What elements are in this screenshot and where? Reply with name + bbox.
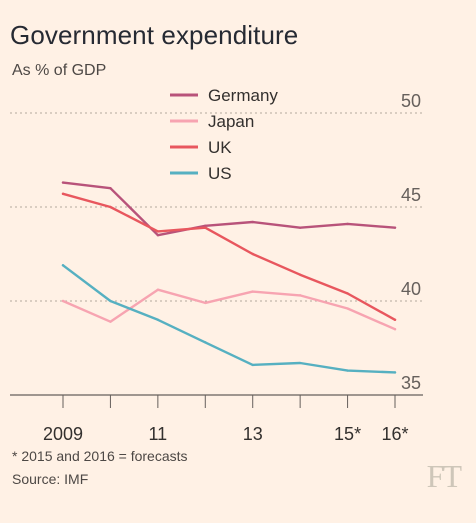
data-point-us-2012	[204, 341, 207, 344]
series-lines	[61, 181, 397, 374]
data-point-uk-2014	[298, 273, 302, 276]
data-point-japan-2016	[393, 328, 397, 331]
legend-label-japan: Japan	[208, 112, 254, 131]
data-point-germany-2009	[61, 181, 65, 184]
data-point-japan-2009	[61, 299, 65, 303]
chart-title: Government expenditure	[10, 20, 299, 50]
x-tick-label-2016: 16*	[381, 424, 408, 444]
x-tick-label-2011: 11	[149, 424, 168, 444]
data-point-uk-2015	[346, 292, 349, 295]
x-tick-label-2013: 13	[243, 424, 263, 444]
data-point-germany-2014	[298, 226, 302, 229]
data-point-uk-2010	[109, 205, 112, 209]
data-point-japan-2012	[204, 301, 207, 305]
ft-logo: FT	[426, 458, 462, 494]
legend-label-us: US	[208, 164, 232, 183]
x-tick-label-2015: 15*	[334, 424, 361, 444]
data-point-japan-2013	[251, 290, 254, 293]
data-point-uk-2012	[204, 226, 207, 229]
data-point-germany-2015	[346, 222, 349, 226]
data-point-us-2016	[393, 371, 397, 374]
legend-label-germany: Germany	[208, 86, 278, 105]
x-tick-label-2009: 2009	[43, 424, 83, 444]
data-point-us-2015	[346, 369, 349, 372]
legend: Germany Japan UK US	[170, 86, 278, 183]
data-point-germany-2013	[251, 220, 254, 224]
y-tick-label-50: 50	[401, 91, 421, 111]
data-point-germany-2010	[109, 187, 112, 190]
data-point-japan-2015	[346, 307, 349, 310]
series-line-us	[61, 264, 397, 374]
x-axis: 2009 11 13 15* 16*	[43, 395, 409, 444]
series-line-germany	[61, 181, 397, 237]
y-tick-label-45: 45	[401, 185, 421, 205]
data-point-us-2009	[61, 264, 65, 267]
data-point-germany-2011	[156, 234, 160, 237]
forecast-footnote: * 2015 and 2016 = forecasts	[12, 448, 188, 464]
data-point-germany-2012	[204, 224, 207, 227]
data-point-japan-2010	[109, 320, 112, 323]
data-point-germany-2016	[393, 226, 397, 229]
data-point-japan-2011	[156, 288, 160, 291]
y-tick-label-35: 35	[401, 373, 421, 393]
data-point-uk-2016	[393, 318, 397, 321]
y-tick-label-40: 40	[401, 279, 421, 299]
data-point-us-2013	[251, 363, 254, 367]
data-point-uk-2009	[61, 192, 65, 196]
data-point-japan-2014	[298, 294, 302, 297]
chart-subtitle: As % of GDP	[12, 62, 107, 79]
data-point-us-2011	[156, 318, 160, 321]
legend-label-uk: UK	[208, 138, 232, 157]
data-point-us-2014	[298, 361, 302, 365]
series-line-japan	[61, 288, 397, 331]
data-point-us-2010	[109, 299, 112, 303]
gridlines: 35 40 45 50	[10, 91, 423, 396]
data-point-uk-2011	[156, 230, 160, 233]
series-line-uk	[61, 192, 397, 321]
source-note: Source: IMF	[12, 471, 89, 487]
data-point-uk-2013	[251, 252, 254, 256]
